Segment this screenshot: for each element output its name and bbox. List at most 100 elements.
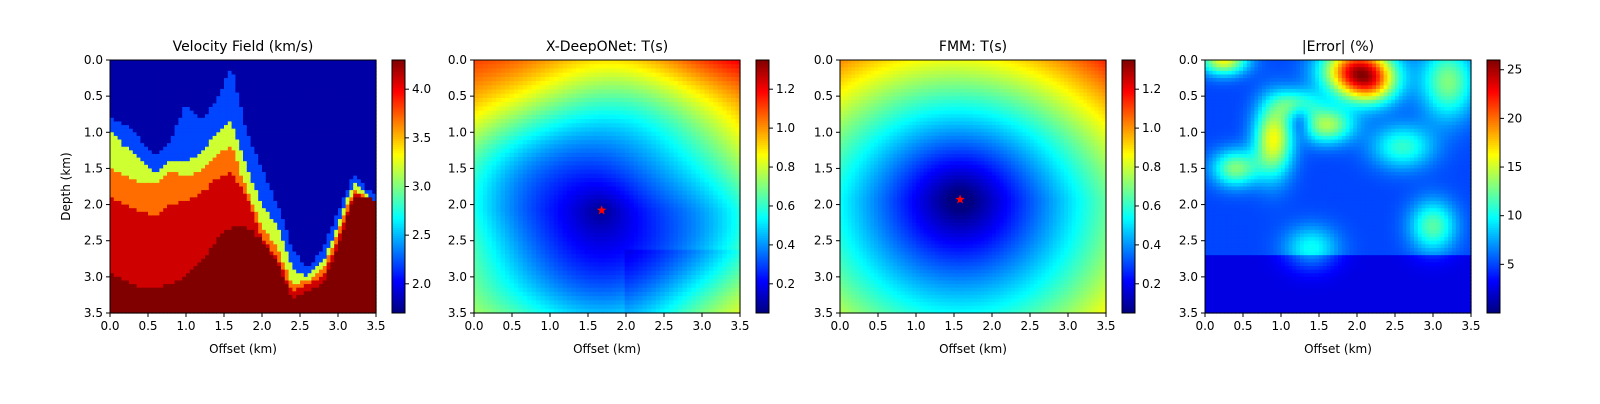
heatmap-cell <box>254 215 258 219</box>
heatmap-cell <box>159 197 163 201</box>
heatmap-cell <box>285 262 289 266</box>
heatmap-cell <box>205 143 209 147</box>
heatmap-cell <box>118 302 122 306</box>
heatmap-cell <box>251 280 255 284</box>
heatmap-cell <box>186 158 190 162</box>
heatmap-cell <box>342 215 346 219</box>
heatmap-cell <box>121 306 125 310</box>
heatmap-cell <box>273 107 277 111</box>
heatmap-cell <box>201 223 205 227</box>
heatmap-cell <box>163 233 167 237</box>
heatmap-cell <box>140 288 144 292</box>
heatmap-cell <box>140 96 144 100</box>
heatmap-cell <box>224 183 228 187</box>
heatmap-cell <box>163 288 167 292</box>
heatmap-cell <box>338 103 342 107</box>
heatmap-cell <box>330 176 334 180</box>
heatmap-cell <box>178 107 182 111</box>
heatmap-cell <box>232 295 236 299</box>
heatmap-cell <box>159 129 163 133</box>
heatmap-cell <box>304 129 308 133</box>
heatmap-cell <box>289 60 293 64</box>
heatmap-cell <box>114 172 118 176</box>
heatmap-cell <box>357 67 361 71</box>
heatmap-cell <box>140 158 144 162</box>
heatmap-cell <box>175 132 179 136</box>
heatmap-cell <box>349 114 353 118</box>
heatmap-cell <box>156 187 160 191</box>
heatmap-cell <box>167 226 171 230</box>
heatmap-cell <box>247 230 251 234</box>
heatmap-cell <box>152 125 156 129</box>
heatmap-cell <box>118 306 122 310</box>
heatmap-cell <box>209 93 213 97</box>
heatmap-cell <box>266 158 270 162</box>
heatmap-cell <box>175 60 179 64</box>
heatmap-cell <box>182 266 186 270</box>
heatmap-cell <box>213 259 217 263</box>
heatmap-cell <box>209 165 213 169</box>
heatmap-cell <box>152 82 156 86</box>
heatmap-cell <box>133 140 137 144</box>
heatmap-cell <box>167 306 171 310</box>
heatmap-cell <box>342 230 346 234</box>
heatmap-cell <box>368 230 372 234</box>
heatmap-cell <box>220 259 224 263</box>
heatmap-cell <box>289 179 293 183</box>
heatmap-cell <box>121 259 125 263</box>
heatmap-cell <box>262 302 266 306</box>
heatmap-cell <box>178 273 182 277</box>
heatmap-cell <box>232 89 236 93</box>
heatmap-cell <box>270 161 274 165</box>
heatmap-cell <box>365 259 369 263</box>
heatmap-cell <box>281 64 285 68</box>
heatmap-cell <box>194 143 198 147</box>
heatmap-cell <box>258 158 262 162</box>
heatmap-cell <box>163 306 167 310</box>
heatmap-cell <box>137 194 141 198</box>
heatmap-cell <box>197 190 201 194</box>
heatmap-cell <box>285 273 289 277</box>
heatmap-cell <box>254 248 258 252</box>
heatmap-cell <box>258 143 262 147</box>
heatmap-cell <box>323 280 327 284</box>
heatmap-cell <box>125 295 129 299</box>
heatmap-cell <box>311 118 315 122</box>
heatmap-cell <box>178 194 182 198</box>
heatmap-cell <box>266 288 270 292</box>
heatmap-cell <box>243 143 247 147</box>
heatmap-cell <box>110 125 114 129</box>
heatmap-cell <box>281 259 285 263</box>
heatmap-cell <box>315 165 319 169</box>
heatmap-cell <box>220 187 224 191</box>
heatmap-cell <box>190 219 194 223</box>
heatmap-cell <box>281 190 285 194</box>
heatmap-cell <box>258 187 262 191</box>
heatmap-cell <box>270 64 274 68</box>
heatmap-cell <box>163 295 167 299</box>
heatmap-cell <box>323 147 327 151</box>
heatmap-cell <box>175 143 179 147</box>
heatmap-cell <box>338 233 342 237</box>
heatmap-cell <box>353 241 357 245</box>
heatmap-cell <box>216 140 220 144</box>
heatmap-cell <box>292 259 296 263</box>
heatmap-cell <box>235 255 239 259</box>
heatmap-cell <box>197 223 201 227</box>
heatmap-cell <box>258 150 262 154</box>
heatmap-cell <box>346 291 350 295</box>
heatmap-cell <box>178 100 182 104</box>
heatmap-cell <box>194 187 198 191</box>
heatmap-cell <box>315 223 319 227</box>
heatmap-cell <box>251 237 255 241</box>
heatmap-cell <box>133 85 137 89</box>
heatmap-cell <box>197 194 201 198</box>
heatmap-cell <box>152 190 156 194</box>
heatmap-cell <box>163 93 167 97</box>
heatmap-cell <box>273 140 277 144</box>
heatmap-cell <box>254 262 258 266</box>
heatmap-cell <box>152 118 156 122</box>
heatmap-cell <box>159 226 163 230</box>
heatmap-cell <box>292 205 296 209</box>
heatmap-cell <box>121 277 125 281</box>
